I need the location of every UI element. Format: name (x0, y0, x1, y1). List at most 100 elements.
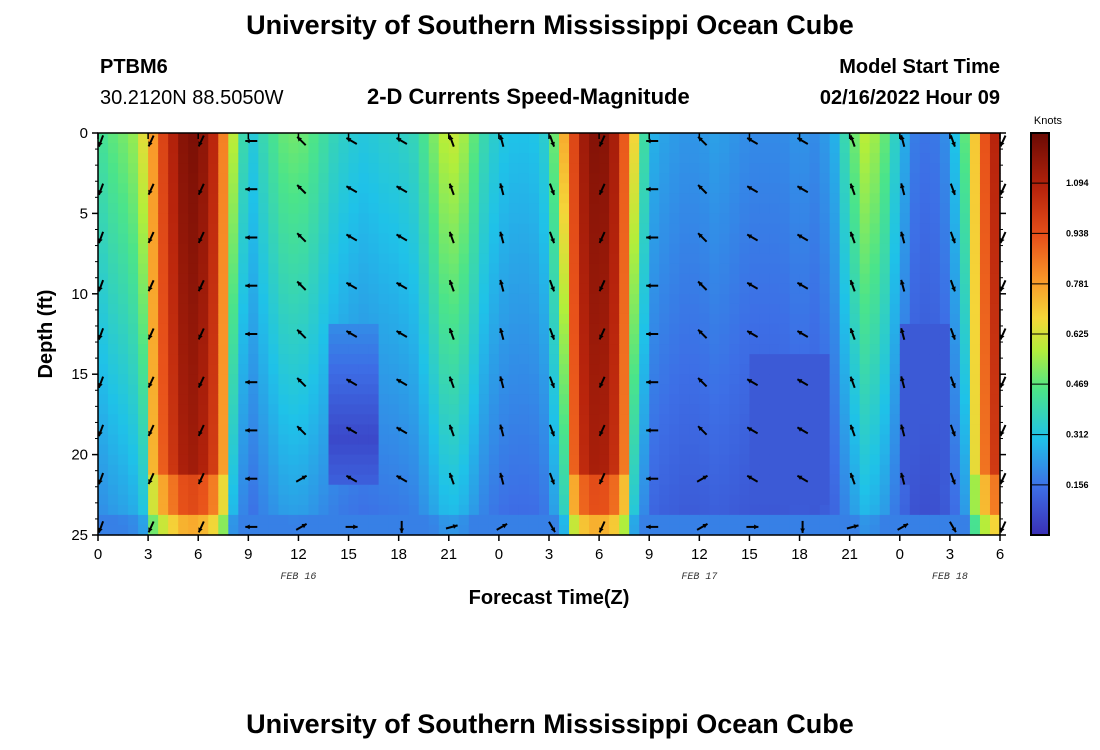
heatmap-cell (869, 223, 881, 235)
current-arrow (646, 283, 659, 289)
heatmap-cell (168, 303, 179, 315)
heatmap-cell (158, 213, 169, 225)
heatmap-cell (579, 374, 590, 385)
heatmap-cell (859, 344, 871, 355)
heatmap-cell (579, 203, 590, 214)
heatmap-cell (719, 374, 730, 385)
heatmap-cell (879, 374, 891, 385)
heatmap-cell (549, 434, 560, 446)
heatmap-cell (518, 414, 530, 426)
heatmap-cell (559, 173, 570, 184)
heatmap-cell (348, 273, 360, 285)
heatmap-cell (949, 484, 961, 496)
heatmap-cell (769, 414, 781, 426)
heatmap-cell (579, 464, 590, 476)
heatmap-cell (799, 424, 811, 436)
heatmap-cell (518, 384, 530, 395)
heatmap-cell (599, 153, 610, 164)
heatmap-cell (308, 344, 320, 355)
heatmap-cell (709, 484, 720, 496)
heatmap-cell (508, 434, 520, 446)
heatmap-cell (949, 183, 961, 194)
heatmap-cell (288, 444, 300, 456)
heatmap-cell (959, 253, 971, 265)
heatmap-cell (729, 424, 741, 436)
heatmap-cell (889, 243, 901, 255)
heatmap-cell (989, 464, 1001, 476)
heatmap-cell (949, 514, 961, 526)
heatmap-cell (629, 464, 640, 476)
heatmap-cell (679, 454, 690, 466)
heatmap-cell (769, 133, 781, 144)
heatmap-cell (298, 323, 310, 335)
heatmap-cell (669, 384, 680, 395)
heatmap-cell (839, 273, 851, 285)
heatmap-cell (168, 454, 179, 466)
heatmap-cell (719, 414, 730, 426)
heatmap-cell (849, 494, 861, 506)
heatmap-cell (138, 374, 149, 385)
heatmap-cell (388, 344, 400, 355)
heatmap-cell (759, 364, 771, 375)
heatmap-cell (689, 163, 700, 174)
heatmap-cell (358, 233, 370, 245)
heatmap-cell (979, 183, 991, 194)
heatmap-cell (779, 303, 791, 315)
heatmap-cell (428, 193, 440, 204)
heatmap-cell (659, 424, 670, 436)
heatmap-cell (629, 384, 640, 395)
heatmap-cell (378, 374, 390, 385)
heatmap-cell (759, 494, 771, 506)
heatmap-cell (108, 464, 119, 476)
heatmap-cell (428, 354, 440, 365)
heatmap-cell (919, 173, 931, 184)
heatmap-cell (528, 313, 540, 325)
heatmap-cell (478, 153, 490, 164)
heatmap-cell (859, 414, 871, 426)
heatmap-cell (819, 143, 831, 154)
heatmap-cell (98, 474, 109, 486)
heatmap-cell (218, 484, 229, 496)
heatmap-cell (268, 143, 279, 154)
heatmap-cell (508, 303, 520, 315)
heatmap-cell (198, 514, 209, 526)
heatmap-cell (899, 354, 911, 365)
heatmap-cell (579, 243, 590, 255)
heatmap-cell (508, 243, 520, 255)
heatmap-cell (228, 323, 239, 335)
heatmap-cell (198, 153, 209, 164)
heatmap-cell (889, 293, 901, 305)
heatmap-cell (408, 354, 420, 365)
heatmap-cell (218, 213, 229, 225)
heatmap-cell (699, 263, 710, 275)
current-arrow (499, 279, 505, 292)
heatmap-cell (448, 233, 460, 245)
current-arrow (849, 135, 856, 147)
heatmap-cell (178, 334, 189, 345)
heatmap-cell (328, 283, 340, 295)
heatmap-cell (829, 283, 841, 295)
heatmap-cell (819, 464, 831, 476)
heatmap-cell (599, 354, 610, 365)
heatmap-cell (188, 484, 199, 496)
current-arrow (746, 185, 759, 194)
heatmap-cell (248, 323, 259, 335)
heatmap-cell (699, 163, 710, 174)
heatmap-cell (108, 203, 119, 214)
heatmap-cell (869, 454, 881, 466)
heatmap-cell (268, 203, 279, 214)
heatmap-cell (829, 394, 841, 405)
heatmap-cell (819, 334, 831, 345)
current-arrow (448, 231, 455, 244)
heatmap-cell (599, 213, 610, 225)
heatmap-cell (308, 504, 320, 516)
heatmap-cell (839, 464, 851, 476)
heatmap-cell (619, 524, 630, 536)
heatmap-cell (559, 133, 570, 144)
heatmap-cell (979, 203, 991, 214)
heatmap-cell (799, 213, 811, 225)
heatmap-cell (769, 223, 781, 235)
heatmap-cell (378, 273, 390, 285)
heatmap-cell (288, 434, 300, 446)
heatmap-cell (749, 374, 761, 385)
